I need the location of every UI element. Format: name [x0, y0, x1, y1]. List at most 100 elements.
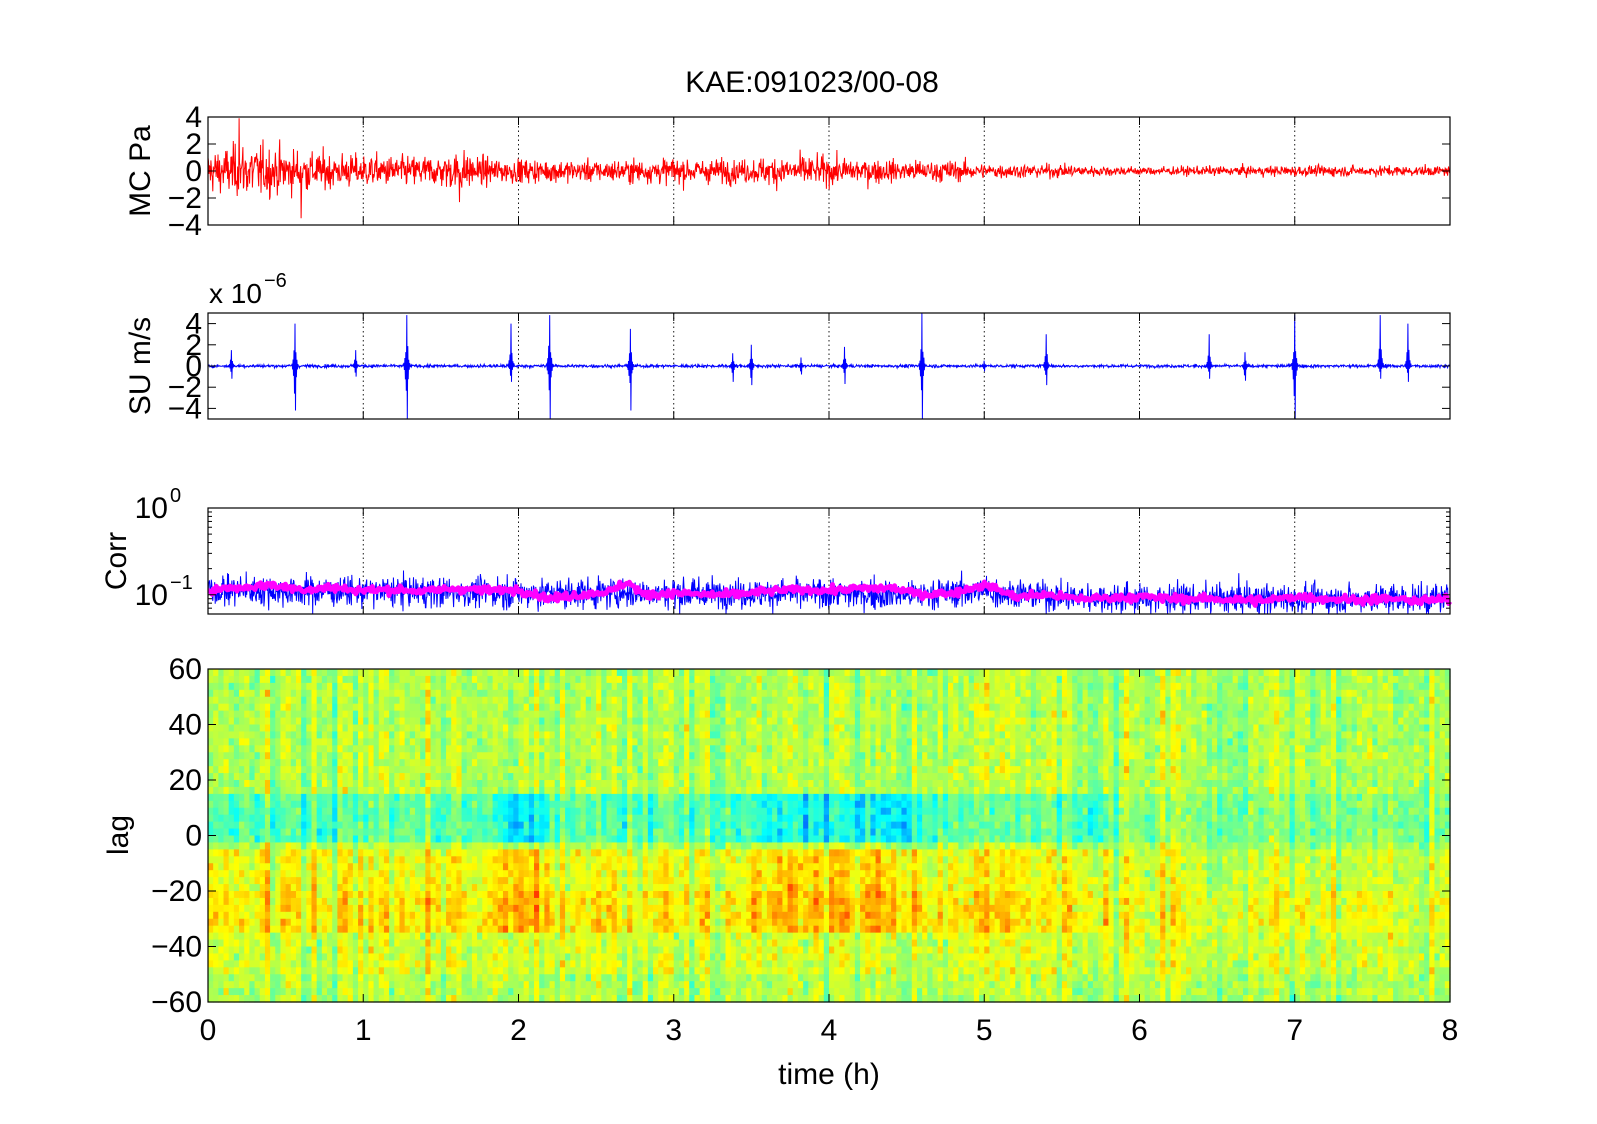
heatmap-cell: [477, 897, 483, 906]
heatmap-cell: [637, 967, 644, 975]
heatmap-cell: [528, 953, 535, 961]
heatmap-cell: [306, 863, 313, 871]
heatmap-cell: [471, 870, 478, 878]
heatmap-cell: [725, 745, 732, 753]
heatmap-cell: [539, 925, 545, 934]
heatmap-cell: [699, 786, 706, 795]
heatmap-cell: [368, 925, 375, 934]
heatmap-cell: [342, 995, 349, 1003]
heatmap-cell: [684, 682, 690, 691]
heatmap-cell: [720, 981, 727, 989]
heatmap-cell: [632, 932, 639, 941]
heatmap-cell: [642, 731, 649, 739]
heatmap-cell: [327, 863, 333, 871]
heatmap-cell: [394, 738, 401, 746]
heatmap-cell: [508, 731, 514, 739]
heatmap-cell: [295, 703, 302, 712]
heatmap-cell: [342, 849, 349, 857]
heatmap-cell: [306, 703, 313, 712]
heatmap-cell: [389, 897, 395, 906]
heatmap-cell: [337, 669, 344, 677]
heatmap-cell: [502, 842, 509, 850]
heatmap-cell: [321, 759, 328, 767]
heatmap-cell: [373, 752, 380, 760]
heatmap-cell: [471, 856, 478, 864]
heatmap-cell: [642, 897, 649, 906]
heatmap-cell: [363, 953, 370, 961]
heatmap-cell: [585, 793, 592, 802]
heatmap-cell: [264, 780, 271, 788]
heatmap-cell: [259, 682, 266, 691]
heatmap-cell: [632, 773, 639, 781]
heatmap-cell: [373, 946, 380, 955]
heatmap-cell: [539, 849, 545, 857]
heatmap-cell: [373, 891, 380, 899]
heatmap-cell: [704, 856, 711, 864]
heatmap-cell: [668, 710, 675, 719]
heatmap-cell: [580, 995, 587, 1003]
heatmap-cell: [440, 939, 447, 948]
heatmap-cell: [720, 849, 727, 857]
heatmap-cell: [601, 842, 608, 850]
heatmap-cell: [487, 925, 494, 934]
heatmap-cell: [244, 960, 250, 968]
heatmap-cell: [337, 939, 344, 948]
heatmap-cell: [466, 696, 473, 705]
heatmap-cell: [321, 786, 328, 795]
heatmap-cell: [477, 807, 483, 816]
heatmap-cell: [725, 669, 732, 677]
heatmap-cell: [347, 689, 354, 698]
heatmap-cell: [554, 870, 561, 878]
heatmap-cell: [264, 842, 271, 850]
heatmap-cell: [342, 939, 349, 948]
heatmap-cell: [218, 849, 225, 857]
heatmap-cell: [409, 925, 416, 934]
heatmap-cell: [528, 995, 535, 1003]
heatmap-cell: [306, 953, 313, 961]
heatmap-cell: [492, 745, 499, 753]
heatmap-cell: [487, 738, 494, 746]
heatmap-cell: [327, 800, 333, 809]
heatmap-cell: [270, 821, 276, 830]
heatmap-cell: [285, 960, 292, 968]
heatmap-cell: [647, 780, 654, 788]
heatmap-cell: [611, 981, 618, 989]
heatmap-cell: [575, 669, 582, 677]
heatmap-cell: [684, 967, 690, 975]
heatmap-cell: [311, 925, 318, 934]
heatmap-cell: [565, 870, 571, 878]
heatmap-cell: [321, 828, 328, 837]
heatmap-cell: [565, 710, 571, 719]
heatmap-cell: [456, 960, 463, 968]
heatmap-cell: [311, 669, 318, 677]
heatmap-cell: [616, 891, 623, 899]
heatmap-cell: [518, 780, 525, 788]
heatmap-cell: [295, 974, 302, 982]
heatmap-cell: [213, 953, 219, 961]
heatmap-cell: [415, 786, 421, 795]
heatmap-cell: [233, 696, 240, 705]
heatmap-cell: [653, 974, 659, 982]
heatmap-cell: [425, 953, 432, 961]
heatmap-cell: [327, 953, 333, 961]
heatmap-cell: [482, 745, 489, 753]
heatmap-cell: [389, 960, 395, 968]
heatmap-cell: [306, 689, 313, 698]
heatmap-cell: [689, 842, 696, 850]
heatmap-cell: [368, 696, 375, 705]
heatmap-cell: [218, 870, 225, 878]
heatmap-cell: [502, 752, 509, 760]
heatmap-cell: [492, 793, 499, 802]
heatmap-cell: [673, 974, 680, 982]
heatmap-cell: [575, 939, 582, 948]
heatmap-cell: [658, 877, 664, 885]
heatmap-cell: [244, 793, 250, 802]
heatmap-cell: [725, 752, 732, 760]
heatmap-cell: [668, 974, 675, 982]
heatmap-cell: [590, 891, 597, 899]
heatmap-cell: [259, 786, 266, 795]
heatmap-cell: [327, 946, 333, 955]
heatmap-cell: [249, 974, 256, 982]
heatmap-cell: [383, 696, 390, 705]
heatmap-cell: [244, 911, 250, 920]
